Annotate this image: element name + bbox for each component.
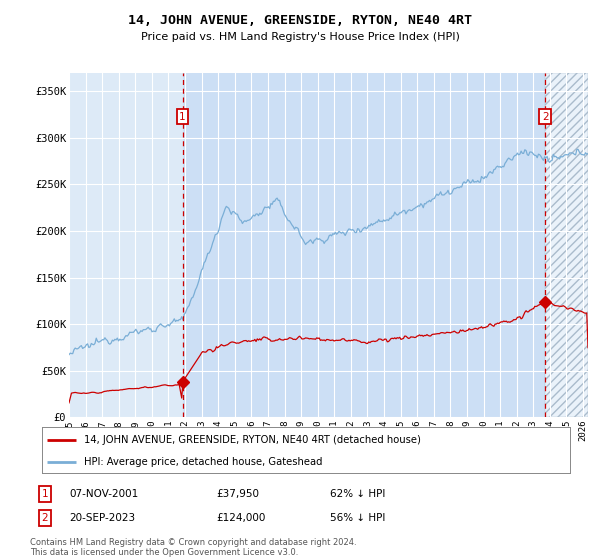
Bar [545,73,588,417]
Text: 14, JOHN AVENUE, GREENSIDE, RYTON, NE40 4RT (detached house): 14, JOHN AVENUE, GREENSIDE, RYTON, NE40 … [84,435,421,445]
Text: 62% ↓ HPI: 62% ↓ HPI [330,489,385,499]
Text: 20-SEP-2023: 20-SEP-2023 [69,513,135,523]
Text: 1: 1 [41,489,49,499]
Text: £37,950: £37,950 [216,489,259,499]
Text: 14, JOHN AVENUE, GREENSIDE, RYTON, NE40 4RT: 14, JOHN AVENUE, GREENSIDE, RYTON, NE40 … [128,14,472,27]
Text: 07-NOV-2001: 07-NOV-2001 [69,489,138,499]
Text: £124,000: £124,000 [216,513,265,523]
Text: 56% ↓ HPI: 56% ↓ HPI [330,513,385,523]
Bar [182,73,545,417]
Text: 2: 2 [542,111,548,122]
Bar [545,73,588,417]
Text: Contains HM Land Registry data © Crown copyright and database right 2024.
This d: Contains HM Land Registry data © Crown c… [30,538,356,557]
Text: 2: 2 [41,513,49,523]
Text: HPI: Average price, detached house, Gateshead: HPI: Average price, detached house, Gate… [84,457,323,466]
Text: 1: 1 [179,111,186,122]
Text: Price paid vs. HM Land Registry's House Price Index (HPI): Price paid vs. HM Land Registry's House … [140,32,460,43]
